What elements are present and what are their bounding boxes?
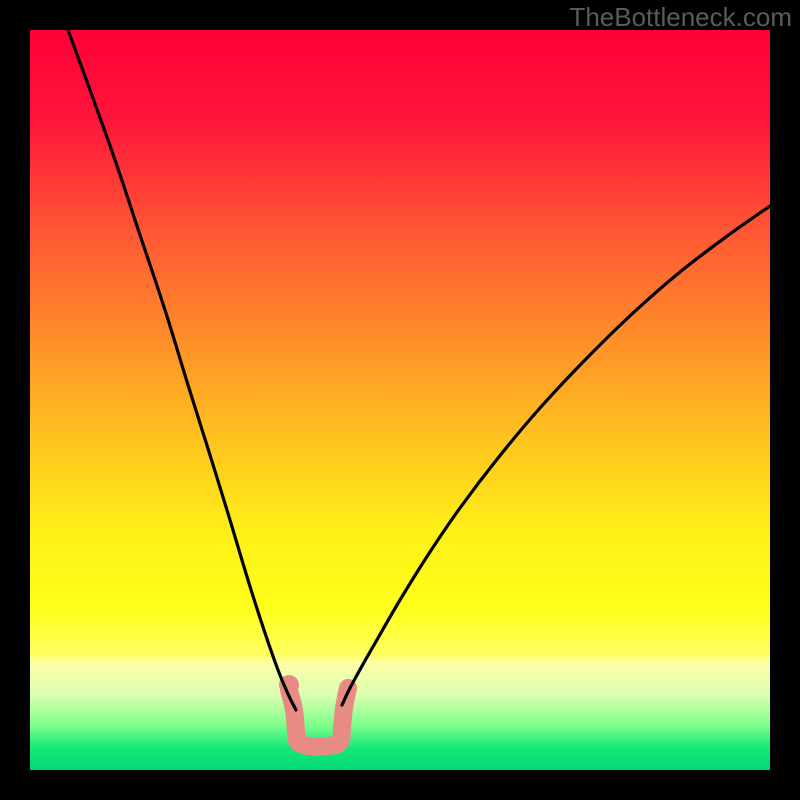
curve-layer <box>30 30 770 770</box>
marker-band <box>289 688 348 747</box>
watermark-text: TheBottleneck.com <box>569 2 792 33</box>
curve-left-branch <box>68 30 296 710</box>
plot-area <box>30 30 770 770</box>
curve-right-branch <box>342 206 770 705</box>
